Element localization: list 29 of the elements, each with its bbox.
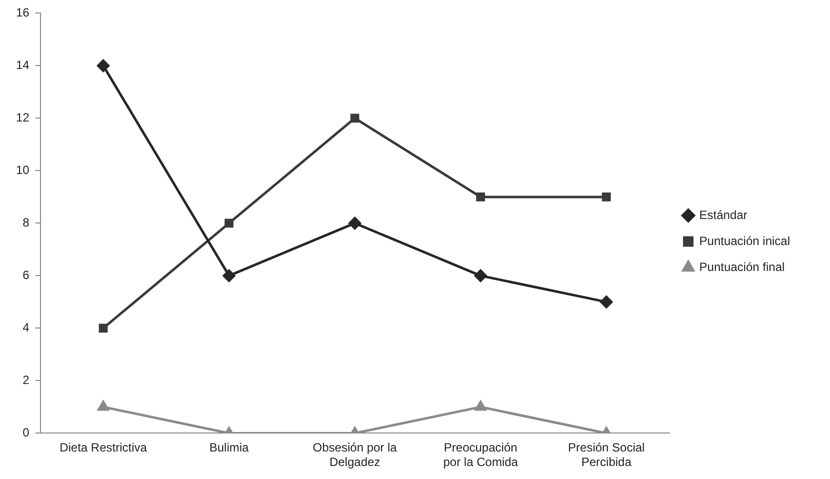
y-tick-label: 14 xyxy=(16,58,30,72)
y-tick-label: 8 xyxy=(22,216,30,230)
point xyxy=(98,324,108,333)
y-tick-label: 16 xyxy=(16,6,30,20)
legend-label: Puntuación inical xyxy=(699,234,790,248)
point xyxy=(600,296,613,308)
point xyxy=(474,269,487,282)
legend-label: Puntuación final xyxy=(699,260,785,274)
y-tick-label: 0 xyxy=(22,426,30,440)
y-tick-label: 12 xyxy=(16,110,30,125)
point xyxy=(348,216,362,230)
point xyxy=(602,192,611,202)
x-tick-label: Preocupación por la Comida xyxy=(443,440,518,470)
x-tick-label: Dieta Restrictiva xyxy=(60,440,148,455)
point xyxy=(224,218,234,228)
point xyxy=(475,400,486,411)
point xyxy=(98,400,109,411)
point xyxy=(96,59,110,72)
x-tick-label: Presión Social Percibida xyxy=(568,440,645,470)
y-tick-label: 6 xyxy=(22,268,30,282)
point xyxy=(476,192,486,202)
x-tick-label: Bulimia xyxy=(209,440,250,455)
point xyxy=(222,269,236,282)
y-tick-label: 2 xyxy=(22,373,30,388)
legend-label: Estándar xyxy=(699,208,748,222)
y-tick-label: 4 xyxy=(22,320,30,335)
point xyxy=(350,114,360,123)
x-tick-label: Obsesión por la Delgadez xyxy=(312,440,398,470)
y-tick-label: 10 xyxy=(16,163,30,178)
